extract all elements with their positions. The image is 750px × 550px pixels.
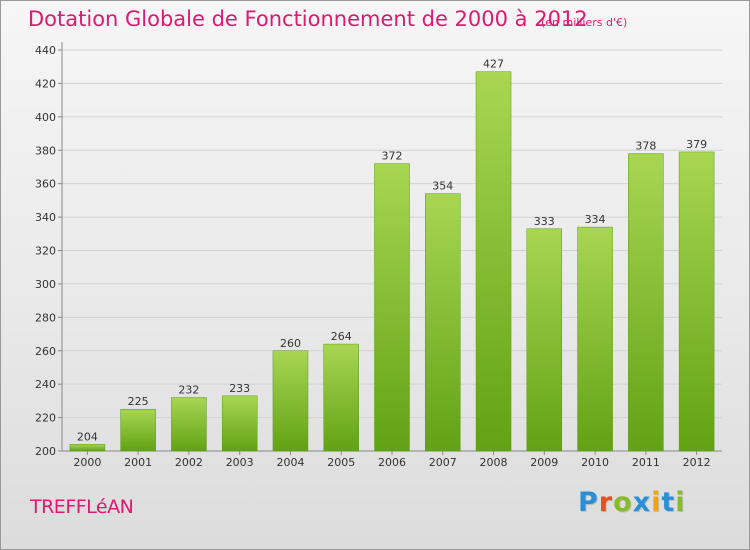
x-tick-label: 2006 [378, 456, 406, 469]
x-tick-label: 2000 [73, 456, 101, 469]
bar-value-label: 232 [178, 384, 199, 397]
bar-value-label: 204 [77, 430, 98, 443]
bar-value-label: 334 [585, 213, 606, 226]
bar-2006 [374, 163, 410, 452]
bar-value-label: 354 [432, 180, 453, 193]
chart-subtitle: (en milliers d'€) [541, 16, 628, 29]
x-tick-label: 2012 [683, 456, 711, 469]
bar-2011 [628, 153, 664, 452]
x-tick-label: 2011 [632, 456, 660, 469]
proxiti-logo[interactable]: Proxiti [578, 487, 686, 518]
bar-value-label: 379 [686, 138, 707, 151]
bar-2007 [425, 193, 461, 452]
x-tick-label: 2009 [530, 456, 558, 469]
y-tick-label: 320 [35, 245, 56, 258]
logo-letter: t [661, 487, 676, 518]
bar-2002 [171, 397, 207, 452]
bar-value-label: 378 [635, 140, 656, 153]
y-tick-labels: 200 220 240 260 280 300 320 340 360 380 400 420 440 [35, 44, 56, 458]
x-tick-label: 2005 [327, 456, 355, 469]
bar-2012 [678, 151, 715, 452]
commune-name: TREFFLéAN [30, 496, 134, 518]
y-tick-label: 260 [35, 345, 56, 358]
chart-title: Dotation Globale de Fonctionnement de 20… [28, 7, 588, 31]
x-tick-labels: 2000 2001 2002 2003 2004 2005 2006 2007 2008 2009… [73, 456, 710, 469]
bar-value-labels: 204 225 232 233 260 264 372 354 427 333 334 378 379 [77, 58, 707, 444]
bar-value-label: 260 [280, 337, 301, 350]
logo-letter: x [632, 487, 652, 518]
y-tick-label: 440 [35, 44, 56, 57]
bar-2009 [526, 228, 563, 452]
logo-letter: r [598, 487, 614, 518]
y-tick-label: 200 [35, 445, 56, 458]
bar-value-label: 233 [229, 382, 250, 395]
bar-2003 [221, 395, 258, 452]
bar-value-label: 427 [483, 58, 504, 71]
y-tick-label: 240 [35, 378, 56, 391]
bar-value-label: 333 [534, 215, 555, 228]
logo-letter: i [651, 487, 662, 518]
y-tick-label: 340 [35, 211, 56, 224]
bars [69, 71, 715, 452]
y-tick-label: 220 [35, 412, 56, 425]
logo-letter: o [613, 487, 633, 518]
x-tick-label: 2010 [581, 456, 609, 469]
y-tick-label: 400 [35, 111, 56, 124]
bar-2008 [475, 71, 512, 452]
x-tick-label: 2003 [226, 456, 254, 469]
bar-2001 [120, 408, 156, 452]
bar-value-label: 264 [331, 330, 352, 343]
y-tick-label: 380 [35, 144, 56, 157]
bar-2005 [323, 343, 359, 452]
x-tick-label: 2001 [124, 456, 152, 469]
x-tick-label: 2002 [175, 456, 203, 469]
bar-value-label: 372 [382, 150, 403, 163]
bar-2004 [272, 350, 309, 452]
bar-2000 [69, 444, 106, 452]
logo-letter: i [675, 487, 686, 518]
x-tick-label: 2008 [480, 456, 508, 469]
bar-value-label: 225 [128, 395, 149, 408]
y-tick-label: 360 [35, 178, 56, 191]
x-tick-label: 2004 [276, 456, 304, 469]
x-tick-label: 2007 [429, 456, 457, 469]
y-tick-label: 420 [35, 77, 56, 90]
y-tick-label: 300 [35, 278, 56, 291]
y-tick-label: 280 [35, 311, 56, 324]
bar-2010 [577, 226, 613, 452]
logo-letter: P [578, 487, 599, 518]
